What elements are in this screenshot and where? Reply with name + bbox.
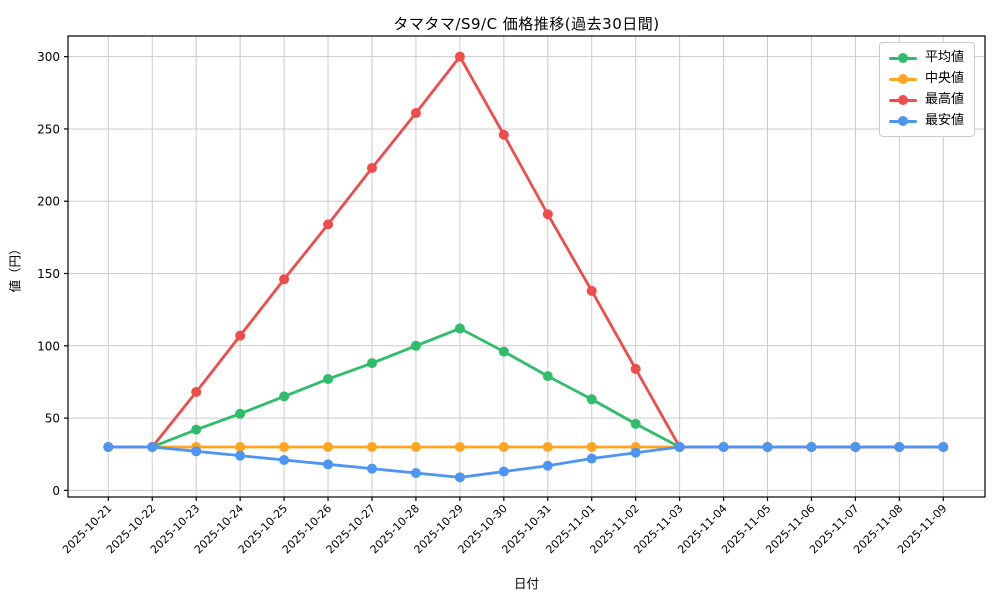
series-marker bbox=[323, 441, 334, 452]
y-tick-label: 50 bbox=[45, 412, 60, 426]
series-marker bbox=[630, 363, 641, 374]
series-marker bbox=[718, 441, 729, 452]
legend-label: 中央値 bbox=[924, 71, 964, 86]
series-marker bbox=[762, 441, 773, 452]
series-marker bbox=[191, 387, 202, 398]
series-marker bbox=[454, 51, 465, 62]
series-marker bbox=[191, 424, 202, 435]
series-marker bbox=[103, 441, 114, 452]
y-tick-label: 150 bbox=[37, 267, 60, 281]
series-marker bbox=[586, 441, 597, 452]
legend-line-marker-icon bbox=[888, 116, 917, 126]
series-marker bbox=[235, 330, 246, 341]
y-tick-label: 300 bbox=[37, 50, 60, 64]
series-marker bbox=[542, 209, 553, 220]
series-line bbox=[106, 55, 945, 449]
series-marker bbox=[279, 441, 290, 452]
series-marker bbox=[586, 394, 597, 405]
series-marker bbox=[586, 285, 597, 296]
series-marker bbox=[498, 466, 509, 477]
series-marker bbox=[366, 162, 377, 173]
legend-label: 平均値 bbox=[924, 50, 964, 65]
series-marker bbox=[410, 468, 421, 479]
legend-label: 最安値 bbox=[924, 113, 964, 128]
legend: 平均値 中央値 最高値 最安値 bbox=[878, 42, 975, 137]
series-marker bbox=[279, 391, 290, 402]
series-marker bbox=[323, 459, 334, 470]
series-marker bbox=[630, 447, 641, 458]
series-marker bbox=[410, 441, 421, 452]
series-marker bbox=[323, 219, 334, 230]
series-marker bbox=[410, 108, 421, 119]
series-marker bbox=[542, 460, 553, 471]
series-marker bbox=[366, 441, 377, 452]
series-marker bbox=[498, 441, 509, 452]
legend-line-marker-icon bbox=[888, 74, 917, 84]
y-tick-label: 200 bbox=[37, 195, 60, 209]
series-marker bbox=[366, 358, 377, 369]
axes-spine bbox=[67, 35, 986, 498]
series-line bbox=[106, 445, 945, 479]
series-marker bbox=[323, 374, 334, 385]
series-marker bbox=[366, 463, 377, 474]
y-tick-label: 100 bbox=[37, 339, 60, 353]
series-marker bbox=[938, 441, 949, 452]
x-axis-label: 日付 bbox=[513, 576, 539, 591]
series-marker bbox=[279, 454, 290, 465]
series-marker bbox=[279, 274, 290, 285]
series-marker bbox=[850, 441, 861, 452]
y-axis-label: 値（円） bbox=[7, 242, 23, 293]
series-marker bbox=[454, 323, 465, 334]
legend-item-median: 中央値 bbox=[888, 71, 964, 87]
chart-title: タマタマ/S9/C 価格推移(過去30日間) bbox=[393, 15, 660, 33]
series-marker bbox=[454, 441, 465, 452]
legend-item-average: 平均値 bbox=[888, 50, 964, 66]
series-marker bbox=[235, 441, 246, 452]
series-marker bbox=[454, 472, 465, 483]
series-marker bbox=[586, 453, 597, 464]
series-marker bbox=[235, 450, 246, 461]
legend-label: 最高値 bbox=[924, 92, 964, 107]
legend-item-max: 最高値 bbox=[888, 92, 964, 108]
legend-line-marker-icon bbox=[888, 95, 917, 105]
series-marker bbox=[498, 129, 509, 140]
series-marker bbox=[674, 441, 685, 452]
series-marker bbox=[147, 441, 158, 452]
legend-item-min: 最安値 bbox=[888, 113, 964, 129]
y-tick-label: 250 bbox=[37, 122, 60, 136]
series-marker bbox=[542, 371, 553, 382]
series-marker bbox=[894, 441, 905, 452]
series-marker bbox=[630, 418, 641, 429]
series-marker bbox=[498, 346, 509, 357]
series-marker bbox=[806, 441, 817, 452]
series-marker bbox=[235, 408, 246, 419]
y-tick-label: 0 bbox=[52, 484, 60, 498]
legend-line-marker-icon bbox=[888, 53, 917, 63]
series-marker bbox=[191, 446, 202, 457]
series-marker bbox=[410, 340, 421, 351]
series-marker bbox=[542, 441, 553, 452]
